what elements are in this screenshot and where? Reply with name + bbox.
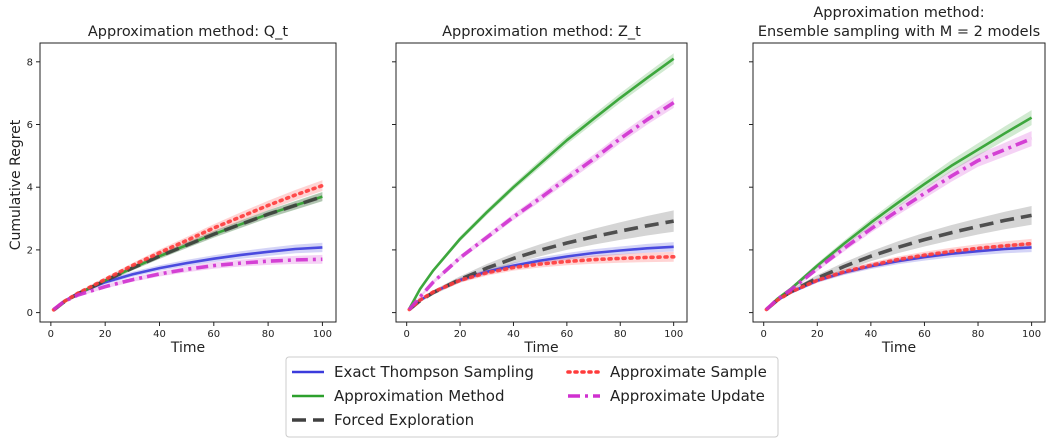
band-approx_method (409, 53, 674, 311)
line-approx_method (408, 57, 675, 310)
x-tick-label: 0 (761, 329, 767, 340)
panel-title: Ensemble sampling with M = 2 models (758, 24, 1040, 40)
x-tick-label: 100 (664, 329, 683, 340)
y-tick-label: 0 (27, 308, 33, 319)
band-exact (53, 242, 323, 311)
line-approx_update (52, 257, 323, 311)
axes-frame (752, 42, 1046, 323)
y-tick-label: 2 (27, 245, 33, 256)
line-approx_update (765, 136, 1033, 311)
x-tick-label: 20 (454, 329, 467, 340)
x-tick-label: 40 (865, 329, 878, 340)
x-tick-label: 100 (313, 329, 332, 340)
x-tick-label: 80 (262, 329, 275, 340)
legend-label-approx_update: Approximate Update (610, 387, 765, 405)
legend-label-forced: Forced Exploration (334, 411, 474, 429)
panel-title: Approximation method: Q_t (88, 24, 289, 40)
band-forced (53, 192, 323, 311)
x-tick-label: 60 (560, 329, 573, 340)
plot-area (51, 180, 325, 312)
legend-frame (285, 356, 779, 438)
x-tick-label: 0 (403, 329, 409, 340)
band-approx_method (766, 110, 1032, 311)
y-tick-label: 8 (27, 57, 33, 68)
band-approx_update (409, 97, 674, 311)
y-tick-label: 6 (27, 120, 33, 131)
plot-area (764, 110, 1034, 312)
x-tick-label: 20 (99, 329, 112, 340)
plot-area (407, 53, 676, 312)
x-axis-label: Time (523, 340, 558, 356)
x-tick-label: 80 (972, 329, 985, 340)
axes-frame (39, 42, 337, 323)
panel-title: Approximation method: Z_t (442, 24, 641, 40)
band-forced (766, 206, 1032, 311)
legend-label-approx_sample: Approximate Sample (610, 363, 767, 381)
band-approx_sample (53, 180, 323, 311)
legend-label-approx_method: Approximation Method (334, 387, 504, 405)
band-approx_method (53, 191, 323, 311)
x-tick-label: 100 (1022, 329, 1041, 340)
x-axis-label: Time (170, 340, 205, 356)
legend-label-exact: Exact Thompson Sampling (334, 363, 534, 381)
panel-2: 0 20 40 60 80 100 Time Approximation method: Z_… (392, 24, 688, 356)
band-approx_update (766, 131, 1032, 311)
x-axis-label: Time (881, 340, 916, 356)
x-tick-label: 60 (918, 329, 931, 340)
band-approx_update (53, 254, 323, 311)
panel-1: 0 20 40 60 80 100 0 2 4 6 8 Time Approximation metho… (27, 24, 337, 356)
panel-3: 0 20 40 60 80 100 Time Approximation method: Ens… (749, 5, 1046, 356)
x-tick-label: 0 (48, 329, 54, 340)
x-tick-label: 40 (507, 329, 520, 340)
legend: Exact Thompson Sampling Approximation Met… (285, 356, 779, 438)
axes-frame (395, 42, 688, 323)
x-tick-label: 20 (811, 329, 824, 340)
y-tick-label: 4 (27, 183, 33, 194)
line-approx_sample (407, 254, 676, 312)
x-tick-label: 40 (153, 329, 166, 340)
y-axis-label: Cumulative Regret (8, 119, 24, 250)
x-tick-label: 60 (207, 329, 220, 340)
line-approx_update (407, 101, 675, 311)
x-tick-label: 80 (614, 329, 627, 340)
panel-title: Approximation method: (813, 5, 984, 21)
